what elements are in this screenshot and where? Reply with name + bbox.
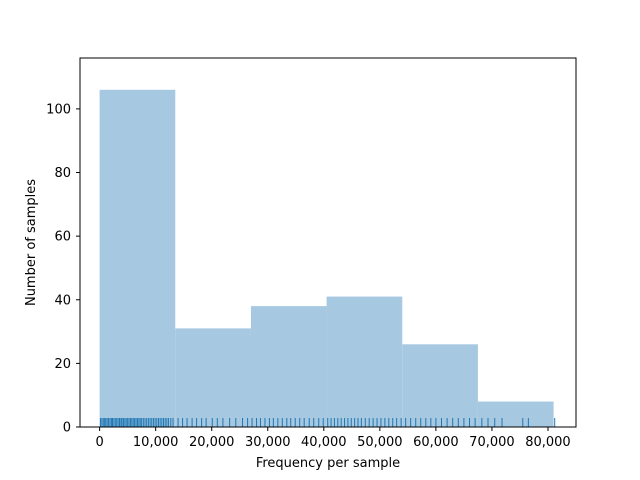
histogram-bar-2	[175, 328, 251, 427]
y-tick-label: 80	[54, 166, 71, 181]
y-axis-ticks: 0 20 40 60 80 100	[46, 102, 80, 436]
x-tick-label: 20,000	[189, 435, 235, 450]
plot-frame	[79, 57, 577, 428]
x-tick-label: 30,000	[245, 435, 291, 450]
histogram-bar-4	[326, 296, 403, 427]
y-tick-label: 0	[63, 421, 71, 436]
x-axis-ticks: 0 10,000 20,000 30,000 40,000 50,000 60,000 70,…	[95, 427, 571, 450]
x-tick-label: 70,000	[469, 435, 515, 450]
histogram-bar-6	[477, 401, 554, 427]
y-tick-label: 20	[54, 357, 71, 372]
histogram-bars	[99, 89, 554, 427]
x-tick-label: 80,000	[525, 435, 571, 450]
y-tick-label: 40	[54, 293, 71, 308]
histogram-bar-1	[99, 89, 176, 427]
x-tick-label: 40,000	[301, 435, 347, 450]
y-axis-label: Number of samples	[24, 179, 39, 306]
histogram-bar-3	[250, 306, 327, 427]
x-axis-label: Frequency per sample	[256, 456, 400, 471]
x-tick-label: 60,000	[413, 435, 459, 450]
y-tick-label: 60	[54, 230, 71, 245]
y-tick-label: 100	[46, 102, 71, 117]
x-tick-label: 0	[95, 435, 103, 450]
x-tick-label: 50,000	[357, 435, 403, 450]
x-tick-label: 10,000	[133, 435, 179, 450]
rug-ticks	[99, 418, 556, 427]
histogram-bar-5	[402, 344, 478, 427]
